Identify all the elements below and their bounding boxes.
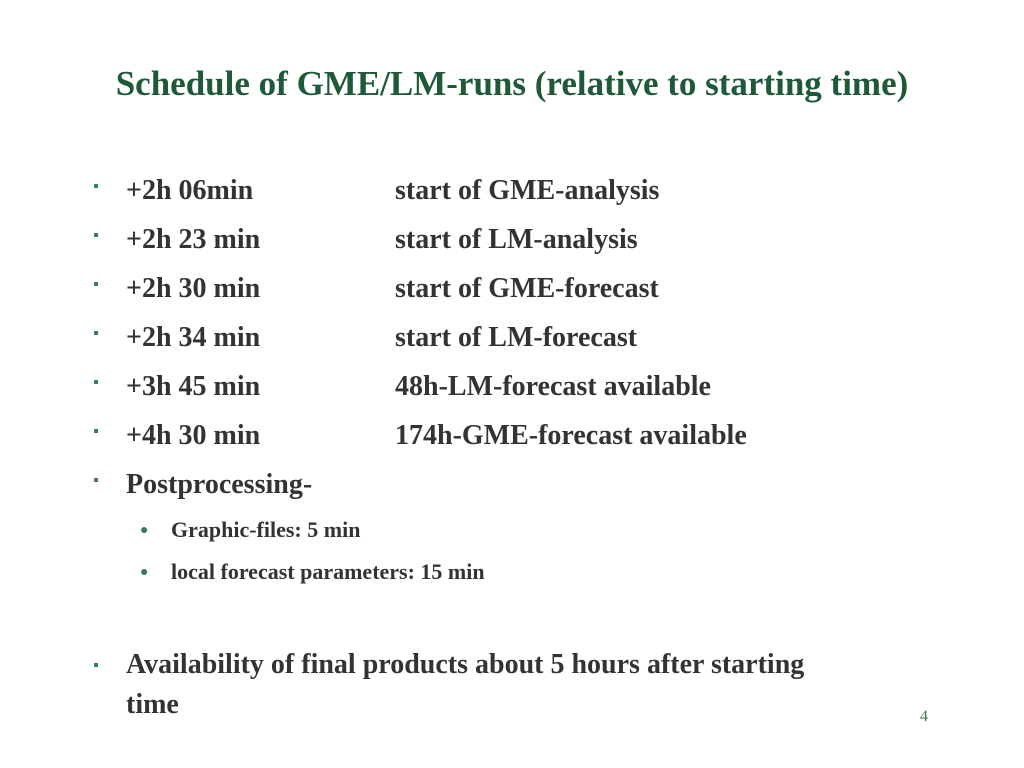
schedule-item: ▪ +2h 06min start of GME-analysis — [88, 166, 888, 215]
square-bullet-icon: ▪ — [93, 657, 99, 674]
round-bullet-icon: ● — [140, 523, 149, 538]
postprocessing-sub-text: local forecast parameters: 15 min — [171, 559, 485, 584]
schedule-time: +3h 45 min — [126, 371, 261, 402]
postprocessing-label: Postprocessing- — [126, 469, 313, 500]
schedule-event: 174h-GME-forecast available — [395, 420, 747, 451]
schedule-item: ▪ +2h 23 min start of LM-analysis — [88, 215, 888, 264]
square-bullet-icon: ▪ — [93, 325, 99, 342]
postprocessing-sub-item: ● local forecast parameters: 15 min — [88, 551, 888, 593]
square-bullet-icon: ▪ — [93, 423, 99, 440]
schedule-item: ▪ +2h 30 min start of GME-forecast — [88, 264, 888, 313]
square-bullet-icon: ▪ — [93, 276, 99, 293]
square-bullet-icon: ▪ — [93, 374, 99, 391]
square-bullet-icon: ▪ — [93, 227, 99, 244]
round-bullet-icon: ● — [140, 565, 149, 580]
schedule-time: +2h 30 min — [126, 273, 261, 304]
schedule-list: ▪ +2h 06min start of GME-analysis ▪ +2h … — [88, 166, 888, 593]
schedule-event: start of LM-analysis — [395, 224, 638, 255]
page-number: 4 — [920, 708, 928, 725]
schedule-time: +2h 34 min — [126, 322, 261, 353]
square-bullet-icon: ▪ — [93, 178, 99, 195]
schedule-time: +4h 30 min — [126, 420, 261, 451]
schedule-event: start of GME-forecast — [395, 273, 659, 304]
schedule-item: ▪ +3h 45 min 48h-LM-forecast available — [88, 362, 888, 411]
schedule-event: start of LM-forecast — [395, 322, 638, 353]
schedule-item: ▪ +4h 30 min 174h-GME-forecast available — [88, 411, 888, 460]
postprocessing-item: ▪ Postprocessing- — [88, 460, 888, 509]
postprocessing-sub-list: ● Graphic-files: 5 min ● local forecast … — [88, 509, 888, 593]
square-bullet-icon: ▪ — [93, 472, 99, 489]
schedule-item: ▪ +2h 34 min start of LM-forecast — [88, 313, 888, 362]
schedule-event: 48h-LM-forecast available — [395, 371, 711, 402]
postprocessing-sub-item: ● Graphic-files: 5 min — [88, 509, 888, 551]
final-note-text: Availability of final products about 5 h… — [126, 649, 805, 720]
schedule-event: start of GME-analysis — [395, 175, 660, 206]
schedule-time: +2h 06min — [126, 175, 254, 206]
postprocessing-sub-text: Graphic-files: 5 min — [171, 517, 361, 542]
slide-title: Schedule of GME/LM-runs (relative to sta… — [115, 64, 909, 103]
schedule-time: +2h 23 min — [126, 224, 261, 255]
